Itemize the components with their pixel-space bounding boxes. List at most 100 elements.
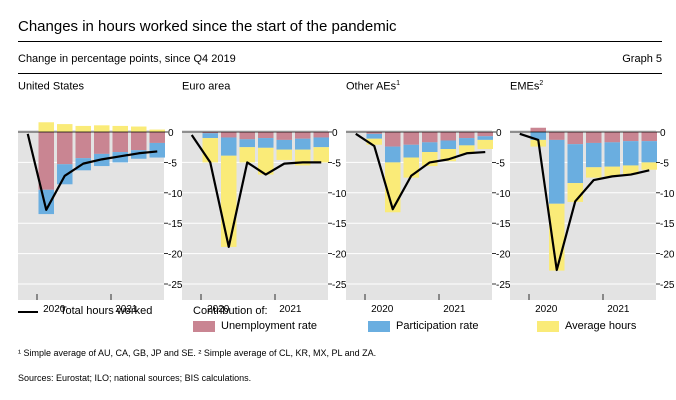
- header-rule: [18, 73, 662, 74]
- bar-unemployment: [422, 132, 438, 143]
- y-tick-label: -20: [168, 250, 183, 261]
- bar-participation: [295, 138, 311, 150]
- y-tick-label: -5: [168, 158, 177, 169]
- bar-unemployment: [440, 132, 456, 141]
- bar-unemployment: [295, 132, 311, 139]
- title-rule: [18, 41, 662, 42]
- bar-average-hours: [313, 147, 329, 163]
- legend-participation-swatch: [368, 321, 390, 332]
- bar-average-hours: [258, 147, 274, 175]
- bar-participation: [149, 142, 165, 158]
- y-tick-label: -20: [332, 250, 347, 261]
- line-total-hours: [26, 133, 158, 211]
- panel-chart-emes: 0 -5 -10 -15 -20 -25 2020 2021: [510, 127, 675, 315]
- y-tick-label: -15: [332, 219, 347, 230]
- bar-average-hours: [221, 155, 237, 247]
- bar-participation: [477, 136, 493, 140]
- bar-unemployment: [477, 132, 493, 137]
- bar-average-hours: [276, 149, 292, 160]
- bar-unemployment: [221, 132, 237, 138]
- legend-average-hours-label: Average hours: [565, 320, 637, 332]
- panel-chart-ea: 0 -5 -10 -15 -20 -25 2020 2021: [182, 128, 347, 315]
- legend-unemployment-swatch: [193, 321, 215, 332]
- bar-unemployment: [623, 132, 639, 142]
- graph-label: Graph 5: [622, 53, 662, 65]
- bar-participation: [313, 137, 329, 148]
- bar-participation: [623, 141, 639, 166]
- panel-chart-us: 0 -5 -10 -15 -20 -25 2020 2021: [18, 122, 183, 315]
- bar-average-hours: [586, 167, 602, 178]
- x-tick-label: 2021: [443, 304, 466, 315]
- y-tick-label: -25: [332, 280, 347, 291]
- chart-subtitle: Change in percentage points, since Q4 20…: [18, 53, 236, 65]
- sources-note: Sources: Eurostat; ILO; national sources…: [18, 373, 252, 383]
- bar-participation: [221, 137, 237, 156]
- bar-unemployment: [530, 127, 546, 132]
- bar-unemployment: [112, 132, 128, 153]
- x-tick-label: 2021: [279, 304, 302, 315]
- bar-average-hours: [75, 125, 91, 132]
- panel-title-other-aes: Other AEs1: [346, 80, 400, 93]
- legend-average-hours-swatch: [537, 321, 559, 332]
- y-tick-label: 0: [332, 128, 338, 139]
- panel-title-text: EMEs: [510, 80, 540, 93]
- bar-unemployment: [586, 132, 602, 143]
- legend-unemployment-label: Unemployment rate: [221, 320, 317, 332]
- panel-title-text: Euro area: [182, 80, 231, 93]
- bar-unemployment: [604, 132, 620, 143]
- bar-average-hours: [202, 138, 218, 163]
- y-tick-label: -25: [168, 280, 183, 291]
- bar-unemployment: [57, 132, 73, 165]
- y-tick-label: -25: [496, 280, 511, 291]
- chart-title: Changes in hours worked since the start …: [18, 18, 397, 35]
- x-tick-label: 2020: [207, 304, 230, 315]
- x-tick-label: 2021: [115, 304, 138, 315]
- panel-title-sup: 1: [396, 80, 401, 87]
- x-tick-label: 2020: [535, 304, 558, 315]
- panel-title-text: Other AEs: [346, 80, 397, 93]
- bar-average-hours: [38, 122, 54, 132]
- y-tick-label: -15: [168, 219, 183, 230]
- bar-unemployment: [258, 132, 274, 139]
- panel-title-text: United States: [18, 80, 85, 93]
- bar-participation: [567, 144, 583, 184]
- bar-participation: [403, 144, 419, 158]
- y-tick-label: -5: [332, 158, 341, 169]
- bar-unemployment: [131, 132, 147, 151]
- bar-average-hours: [623, 165, 639, 175]
- bar-unemployment: [385, 132, 401, 147]
- bar-unemployment: [459, 132, 475, 139]
- bar-participation: [422, 142, 438, 153]
- bar-unemployment: [38, 132, 54, 190]
- bar-participation: [239, 139, 255, 148]
- panel-title-ea: Euro area: [182, 80, 230, 93]
- bar-participation: [459, 138, 475, 146]
- bar-average-hours: [567, 183, 583, 202]
- bar-participation: [440, 140, 456, 150]
- legend-total-label: Total hours worked: [60, 305, 153, 317]
- bar-average-hours: [239, 147, 255, 163]
- bar-unemployment: [567, 132, 583, 145]
- bar-average-hours: [112, 125, 128, 132]
- panel-title-emes: EMEs2: [510, 80, 543, 93]
- legend-participation-label: Participation rate: [396, 320, 479, 332]
- bar-average-hours: [422, 152, 438, 167]
- y-tick-label: -10: [332, 189, 347, 200]
- bar-unemployment: [366, 132, 382, 134]
- bar-average-hours: [459, 145, 475, 154]
- bar-participation: [530, 132, 546, 140]
- y-tick-label: -20: [496, 250, 511, 261]
- y-tick-label: -10: [660, 189, 675, 200]
- bar-average-hours: [604, 166, 620, 177]
- line-total-hours: [190, 134, 322, 249]
- y-tick-label: -20: [660, 250, 675, 261]
- y-tick-label: -10: [168, 189, 183, 200]
- y-tick-label: -5: [496, 158, 505, 169]
- bar-participation: [586, 142, 602, 168]
- panel-chart-other-aes: 0 -5 -10 -15 -20 -25 2020 2021: [346, 128, 511, 315]
- bar-participation: [604, 142, 620, 167]
- bar-average-hours: [94, 125, 110, 132]
- bar-unemployment: [149, 132, 165, 143]
- y-tick-label: 0: [168, 128, 174, 139]
- bar-unemployment: [276, 132, 292, 140]
